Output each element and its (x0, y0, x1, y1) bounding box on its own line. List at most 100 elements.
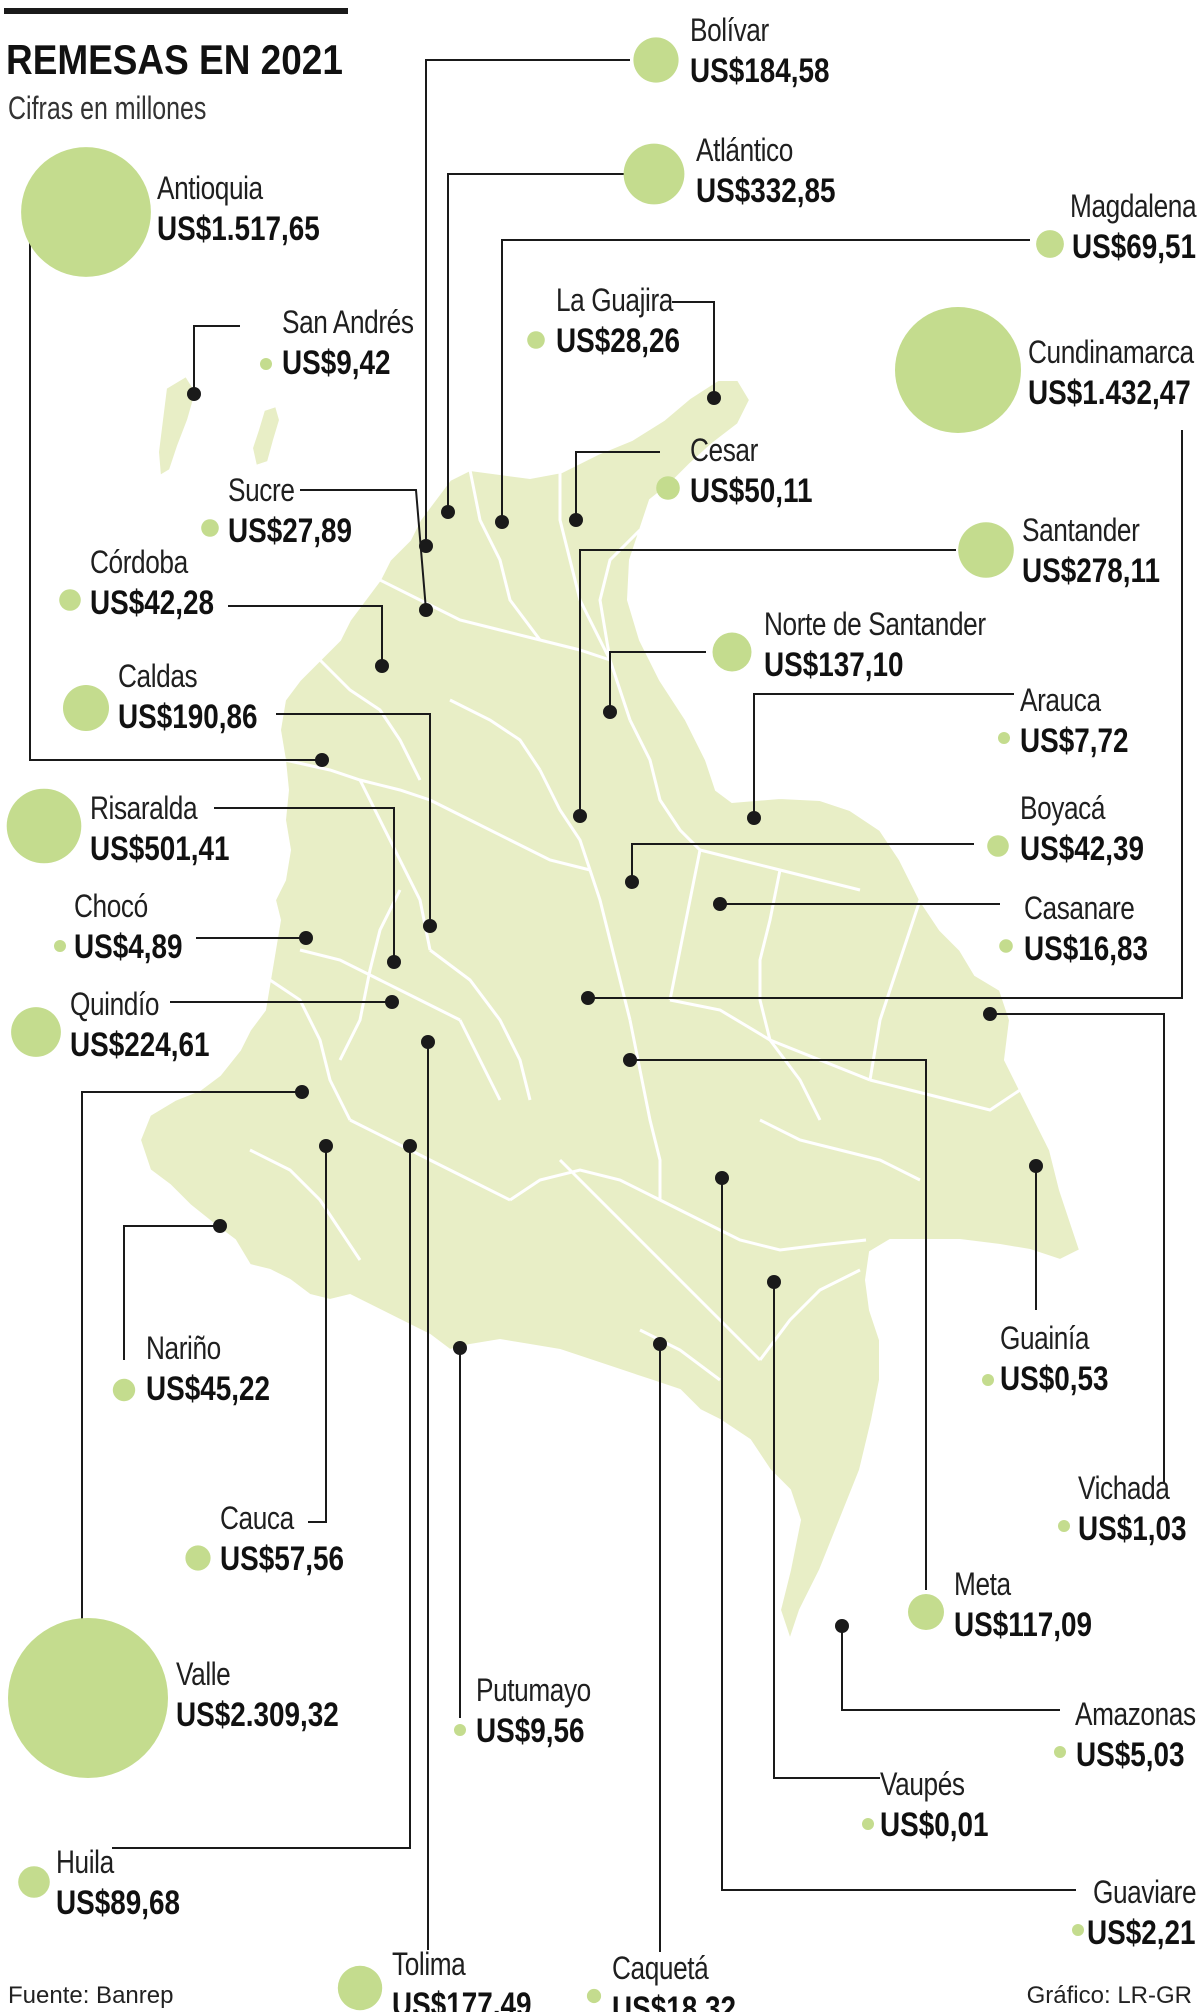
dept-value-arauca: US$7,72 (1020, 722, 1129, 760)
leader-line-narino (123, 1225, 220, 1360)
value-bubble-guainia (982, 1374, 994, 1386)
dept-value-tolima: US$177,49 (392, 1986, 532, 2012)
dept-value-atlantico: US$332,85 (696, 172, 836, 210)
dept-value-choco: US$4,89 (74, 928, 183, 966)
location-dot-meta (623, 1053, 637, 1067)
location-dot-guaviare (715, 1171, 729, 1185)
dept-value-cundinamarca: US$1.432,47 (1028, 374, 1191, 412)
map-landmass (138, 374, 1082, 1644)
dept-value-cesar: US$50,11 (690, 472, 813, 510)
leader-line-valle (81, 1091, 302, 1620)
dept-value-antioquia: US$1.517,65 (157, 210, 320, 248)
dept-name-la-guajira: La Guajira (556, 282, 673, 318)
dept-value-san-andres: US$9,42 (282, 344, 391, 382)
value-bubble-cundinamarca (895, 307, 1021, 433)
dept-name-bolivar: Bolívar (690, 12, 769, 48)
page-subtitle: Cifras en millones (8, 90, 207, 126)
credit-note: Gráfico: LR-GR (1026, 1982, 1192, 2009)
value-bubble-cordoba (59, 589, 81, 611)
location-dot-tolima (421, 1035, 435, 1049)
value-bubble-santander (958, 522, 1014, 578)
location-dot-cordoba (375, 659, 389, 673)
dept-value-cordoba: US$42,28 (90, 584, 215, 622)
dept-name-cordoba: Córdoba (90, 544, 188, 580)
value-bubble-vaupes (862, 1818, 874, 1830)
leader-line-antioquia (29, 216, 322, 761)
value-bubble-huila (18, 1866, 50, 1898)
value-bubble-caldas (63, 685, 109, 731)
location-dot-risaralda (387, 955, 401, 969)
dept-value-norte-de-santander: US$137,10 (764, 646, 904, 684)
location-dot-casanare (713, 897, 727, 911)
dept-name-sucre: Sucre (228, 472, 295, 508)
location-dot-putumayo (453, 1341, 467, 1355)
dept-value-risaralda: US$501,41 (90, 830, 230, 868)
dept-name-vichada: Vichada (1078, 1470, 1170, 1506)
title-rule (4, 8, 348, 14)
location-dot-huila (403, 1139, 417, 1153)
location-dot-guainia (1029, 1159, 1043, 1173)
dept-value-vichada: US$1,03 (1078, 1510, 1187, 1548)
value-bubble-quindio (11, 1007, 61, 1057)
dept-value-boyaca: US$42,39 (1020, 830, 1145, 868)
dept-name-valle: Valle (176, 1656, 231, 1692)
location-dot-sucre (419, 603, 433, 617)
value-bubble-arauca (998, 732, 1010, 744)
location-dot-vaupes (767, 1275, 781, 1289)
dept-value-cauca: US$57,56 (220, 1540, 345, 1578)
value-bubble-valle (8, 1618, 168, 1778)
dept-name-caqueta: Caquetá (612, 1950, 709, 1986)
dept-name-cundinamarca: Cundinamarca (1028, 334, 1194, 370)
value-bubble-magdalena (1036, 230, 1064, 258)
value-bubble-casanare (999, 939, 1013, 953)
value-bubble-risaralda (6, 788, 82, 864)
value-bubble-putumayo (454, 1724, 466, 1736)
dept-name-narino: Nariño (146, 1330, 221, 1366)
leader-line-bolivar (425, 59, 630, 546)
location-dot-quindio (385, 995, 399, 1009)
dept-name-caldas: Caldas (118, 658, 198, 694)
leader-line-magdalena (501, 239, 1030, 522)
dept-value-sucre: US$27,89 (228, 512, 353, 550)
dept-name-cauca: Cauca (220, 1500, 294, 1536)
dept-value-caldas: US$190,86 (118, 698, 258, 736)
value-bubble-bolivar (633, 37, 679, 83)
dept-name-guaviare: Guaviare (1092, 1874, 1197, 1910)
leader-line-amazonas (841, 1626, 1060, 1711)
value-bubble-amazonas (1054, 1746, 1066, 1758)
dept-name-meta: Meta (954, 1566, 1011, 1602)
dept-name-putumayo: Putumayo (476, 1672, 591, 1708)
location-dot-cauca (319, 1139, 333, 1153)
location-dot-vichada (983, 1007, 997, 1021)
dept-name-tolima: Tolima (392, 1946, 466, 1982)
leader-line-atlantico (447, 173, 626, 512)
location-dot-caqueta (653, 1337, 667, 1351)
mainland (138, 379, 1082, 1644)
leader-line-arauca (753, 693, 1014, 818)
leader-line-cundinamarca (588, 430, 1183, 999)
location-dot-magdalena (495, 515, 509, 529)
leader-line-meta (630, 1059, 927, 1590)
value-bubble-cesar (656, 476, 680, 500)
dept-name-choco: Chocó (74, 888, 148, 924)
dept-value-caqueta: US$18,32 (612, 1990, 737, 2012)
leader-line-sucre (300, 489, 427, 611)
dept-name-casanare: Casanare (1024, 890, 1135, 926)
value-bubble-sucre (201, 519, 219, 537)
leader-line-cordoba (228, 605, 383, 666)
value-bubble-guaviare (1072, 1924, 1084, 1936)
leader-line-cauca (308, 1146, 327, 1523)
leader-line-san-andres (193, 325, 240, 394)
providencia-island (250, 404, 282, 468)
value-bubble-narino (112, 1378, 136, 1402)
dept-value-bolivar: US$184,58 (690, 52, 830, 90)
dept-name-magdalena: Magdalena (1069, 188, 1197, 224)
source-note: Fuente: Banrep (8, 1982, 174, 2009)
dept-value-amazonas: US$5,03 (1076, 1736, 1185, 1774)
value-bubble-meta (908, 1594, 944, 1630)
dept-name-arauca: Arauca (1020, 682, 1101, 718)
leader-line-risaralda (214, 807, 395, 962)
location-dot-cesar (569, 513, 583, 527)
dept-name-risaralda: Risaralda (90, 790, 198, 826)
